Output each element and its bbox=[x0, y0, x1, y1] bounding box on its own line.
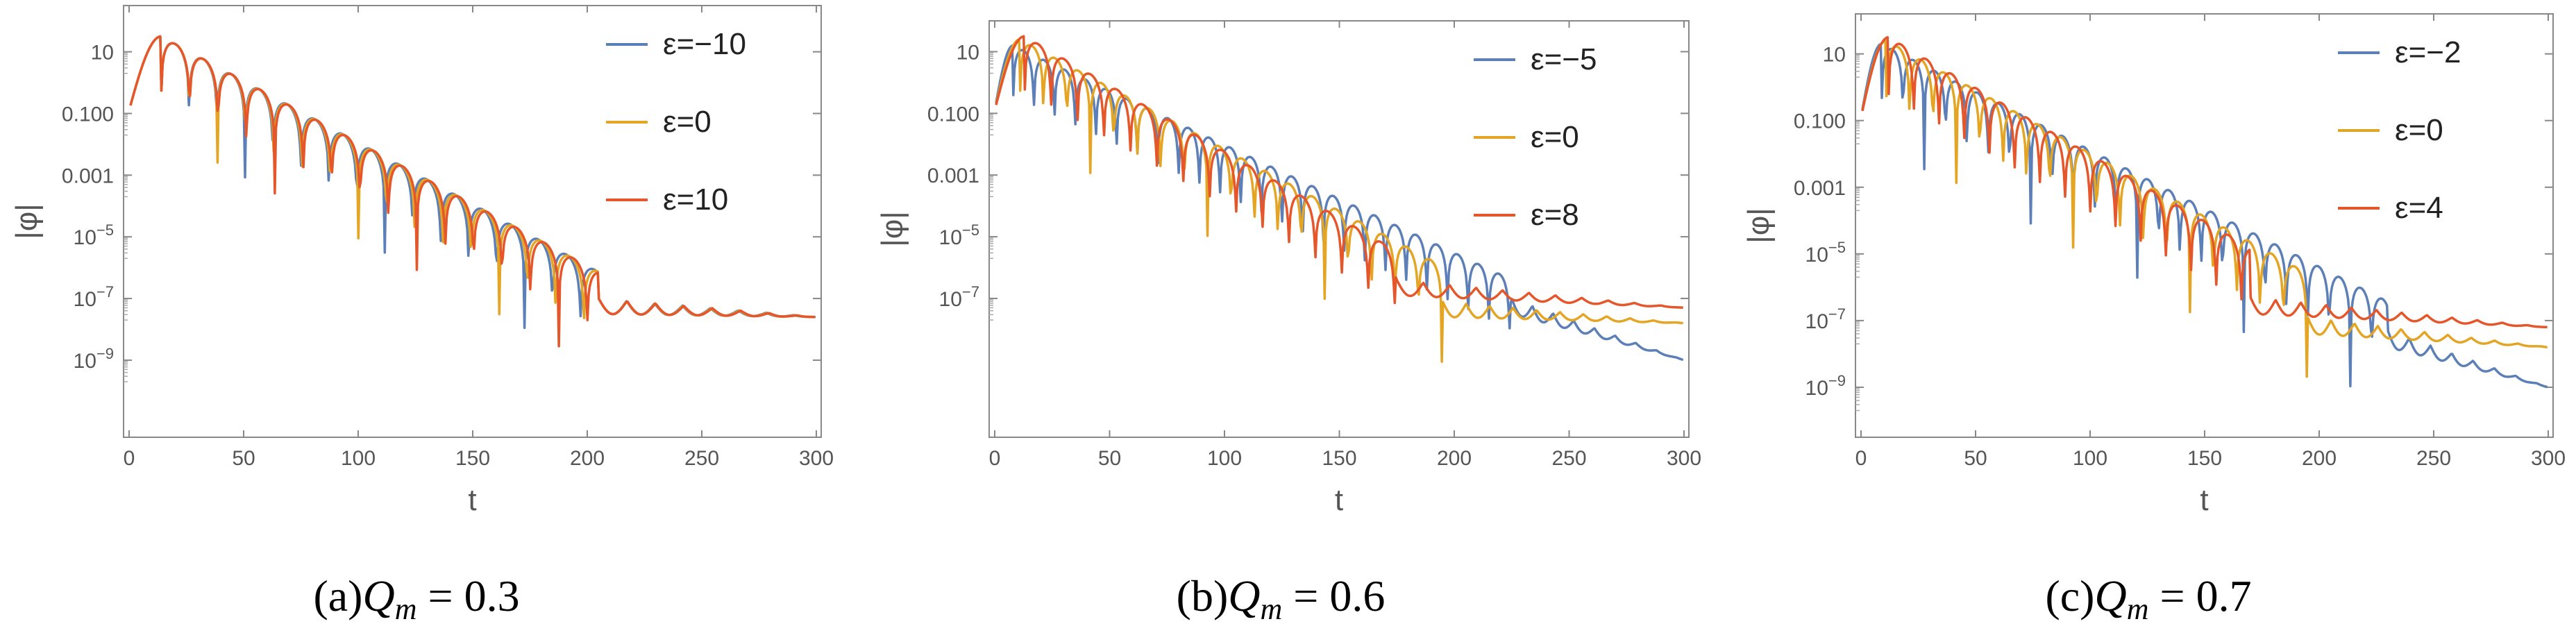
x-tick-label: 50 bbox=[232, 447, 255, 470]
y-tick-label: 10 bbox=[957, 41, 979, 64]
x-axis-title: t bbox=[2200, 483, 2208, 517]
panel-caption-a: (a)Qm = 0.3 bbox=[313, 571, 519, 626]
x-tick-label: 100 bbox=[2073, 447, 2107, 470]
chart-panel-b: 0 50 100 150 200 250 300 10 0.100 0.001 10−5 10−7 t |… bbox=[875, 20, 1701, 626]
legend-label-3: ε=4 bbox=[2395, 191, 2443, 225]
y-axis-title: |φ| bbox=[1742, 208, 1776, 243]
series-line-1 bbox=[995, 44, 1684, 362]
x-tick-label: 300 bbox=[1667, 447, 1701, 470]
legend-label-1: ε=−2 bbox=[2395, 35, 2461, 69]
series-line-2 bbox=[995, 38, 1683, 363]
y-tick-label: 10−7 bbox=[74, 283, 114, 311]
y-tick-label: 10 bbox=[91, 42, 114, 65]
x-tick-label: 200 bbox=[1437, 447, 1472, 470]
legend-label-1: ε=−5 bbox=[1531, 42, 1597, 76]
x-tick-label: 200 bbox=[2302, 447, 2337, 470]
x-tick-label: 250 bbox=[684, 447, 719, 470]
legend-label-2: ε=0 bbox=[2395, 113, 2443, 147]
x-tick-label: 50 bbox=[1098, 447, 1121, 470]
series-line-3 bbox=[1861, 36, 2548, 329]
y-tick-label: 0.001 bbox=[927, 164, 979, 187]
x-tick-label: 200 bbox=[570, 447, 605, 470]
y-axis-title: |φ| bbox=[875, 211, 909, 246]
x-tick-label: 300 bbox=[799, 447, 834, 470]
plot-frame bbox=[988, 20, 1690, 438]
x-tick-label: 250 bbox=[2416, 447, 2451, 470]
series-line-3 bbox=[129, 35, 816, 348]
y-tick-label: 0.001 bbox=[1794, 177, 1846, 200]
y-tick-label: 0.100 bbox=[62, 103, 114, 126]
x-tick-label: 0 bbox=[124, 447, 135, 470]
x-tick-label: 0 bbox=[1855, 447, 1867, 470]
y-tick-label: 10 bbox=[1823, 44, 1846, 67]
y-tick-label: 10−5 bbox=[939, 221, 979, 249]
x-tick-label: 100 bbox=[1207, 447, 1242, 470]
y-tick-label: 10−7 bbox=[939, 283, 979, 311]
panel-caption-c: (c)Qm = 0.7 bbox=[2045, 571, 2251, 626]
x-tick-label: 0 bbox=[989, 447, 1001, 470]
y-tick-label: 10−9 bbox=[1805, 372, 1846, 400]
series-line-3 bbox=[995, 35, 1683, 309]
chart-panel-a: 0 50 100 150 200 250 300 10 0.100 0.001 10−5 10−7 10… bbox=[10, 5, 834, 626]
x-tick-label: 150 bbox=[2187, 447, 2222, 470]
y-tick-label: 10−5 bbox=[74, 221, 114, 249]
y-tick-label: 0.100 bbox=[1794, 110, 1846, 133]
series-line-2 bbox=[129, 35, 816, 320]
y-axis-title: |φ| bbox=[10, 203, 44, 239]
x-tick-label: 100 bbox=[341, 447, 376, 470]
x-tick-label: 250 bbox=[1551, 447, 1586, 470]
x-tick-label: 150 bbox=[1322, 447, 1356, 470]
x-axis-title: t bbox=[1335, 483, 1343, 517]
legend-label-2: ε=0 bbox=[1531, 120, 1579, 154]
legend-label-1: ε=−10 bbox=[663, 27, 746, 61]
legend-label-3: ε=10 bbox=[663, 183, 728, 217]
x-tick-label: 150 bbox=[455, 447, 490, 470]
series-line-2 bbox=[1861, 39, 2548, 378]
panel-caption-b: (b)Qm = 0.6 bbox=[1177, 571, 1386, 626]
legend-label-2: ε=0 bbox=[663, 105, 712, 139]
x-tick-label: 300 bbox=[2531, 447, 2566, 470]
x-axis-title: t bbox=[468, 483, 476, 517]
chart-panel-c: 0 50 100 150 200 250 300 10 0.100 0.001 10−5 10−7 10… bbox=[1742, 13, 2566, 626]
y-tick-label: 10−5 bbox=[1805, 239, 1846, 267]
legend-label-3: ε=8 bbox=[1531, 198, 1579, 232]
y-tick-label: 0.001 bbox=[62, 164, 114, 187]
y-tick-label: 0.100 bbox=[927, 103, 979, 126]
y-tick-label: 10−9 bbox=[74, 345, 114, 373]
y-tick-label: 10−7 bbox=[1805, 305, 1846, 333]
series-line-1 bbox=[1861, 42, 2548, 389]
x-tick-label: 50 bbox=[1964, 447, 1987, 470]
